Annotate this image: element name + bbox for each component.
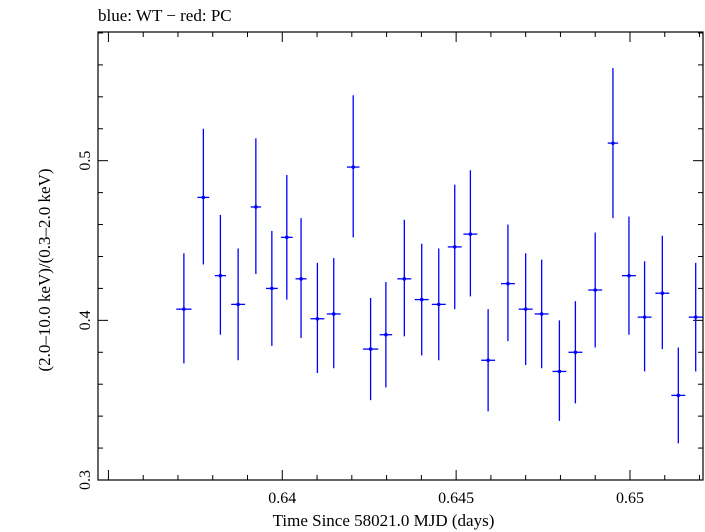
point-marker [236,302,240,307]
tick-labels: 0.64 0.645 0.65 0.3 0.4 0.5 [77,151,644,507]
data-point [463,170,478,297]
point-marker [201,195,206,200]
point-marker [611,141,615,145]
point-marker [557,369,562,374]
data-point [295,218,307,338]
y-axis-label: (2.0–10.0 keV)/(0.3–2.0 keV) [35,168,54,371]
point-marker [693,315,698,319]
point-marker [627,273,631,278]
data-point [607,68,619,219]
point-marker [506,281,510,286]
data-point [414,243,429,356]
data-point [280,175,293,300]
plot-frame [97,31,704,481]
data-point [671,347,686,444]
x-tick-label: 0.64 [268,490,296,507]
point-marker [419,297,424,302]
data-point [346,95,360,238]
point-marker [642,315,647,319]
point-marker [468,232,473,236]
data-point [655,235,670,350]
axis-ticks [98,32,703,481]
data-point [362,297,379,401]
point-marker [182,307,186,311]
point-marker [402,277,407,281]
point-marker [315,316,320,321]
point-marker [218,273,223,278]
data-point [552,320,567,421]
point-marker [351,165,356,169]
point-marker [593,288,598,292]
point-marker [384,332,388,337]
data-point [431,248,446,361]
point-marker [573,350,578,355]
data-point [588,232,603,348]
y-tick-label: 0.4 [77,310,94,330]
point-marker [270,286,274,291]
point-marker [254,205,258,209]
data-point [176,253,192,364]
point-marker [660,291,665,296]
point-marker [436,302,441,307]
point-marker [539,312,544,316]
data-point [265,230,278,346]
point-marker [285,235,289,240]
y-tick-label: 0.5 [77,151,94,171]
data-point [231,248,246,361]
point-marker [486,358,490,363]
data-point [214,214,226,335]
point-marker [452,245,457,249]
data-point [637,261,652,372]
data-point [326,258,341,369]
x-tick-label: 0.645 [438,490,474,507]
data-point [250,138,262,275]
point-marker [299,277,303,281]
chart-title: blue: WT − red: PC [98,6,232,25]
data-points [176,68,703,444]
point-marker [676,393,681,398]
data-point [500,224,515,342]
data-point [447,184,462,310]
x-tick-label: 0.65 [616,490,644,507]
data-point [621,216,636,335]
data-point [481,309,496,412]
data-point [197,128,210,265]
data-point [397,219,412,337]
data-point [534,259,549,369]
point-marker [331,312,336,316]
data-point [310,262,325,374]
data-point [518,253,533,366]
data-point [688,262,703,372]
point-marker [523,307,528,311]
data-point [379,282,393,388]
point-marker [368,347,373,351]
x-axis-label: Time Since 58021.0 MJD (days) [273,511,495,530]
data-point [568,301,583,404]
y-tick-label: 0.3 [77,470,94,490]
